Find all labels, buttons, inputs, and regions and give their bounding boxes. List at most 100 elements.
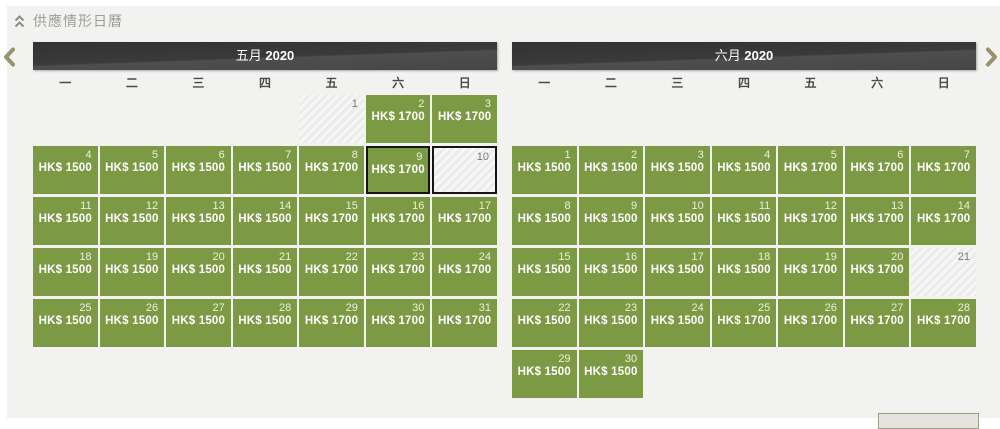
day-cell[interactable]: 20 HK$ 1500 [166, 248, 231, 296]
day-cell[interactable]: 28 HK$ 1500 [232, 299, 298, 347]
day-number: 1 [351, 98, 358, 110]
day-cell[interactable]: 13 HK$ 1500 [166, 197, 231, 245]
day-cell[interactable]: 24 HK$ 1500 [645, 299, 710, 347]
day-cell[interactable]: 26 HK$ 1500 [99, 299, 165, 347]
day-cell[interactable]: 27 HK$ 1700 [844, 299, 910, 347]
day-cell[interactable]: 25 HK$ 1700 [711, 299, 777, 347]
day-cell[interactable]: 24 HK$ 1700 [432, 248, 497, 296]
day-cell[interactable]: 3 HK$ 1700 [432, 95, 497, 143]
day-cell[interactable]: 23 HK$ 1500 [578, 299, 644, 347]
day-cell[interactable]: 23 HK$ 1700 [365, 248, 431, 296]
day-price: HK$ 1500 [584, 366, 638, 378]
day-number: 7 [963, 149, 970, 161]
day-cell[interactable]: 27 HK$ 1500 [166, 299, 231, 347]
day-cell[interactable]: 7 HK$ 1500 [232, 146, 298, 194]
calendar-month-0: 五月 2020 一二三四五六日 1 2 HK$ 1700 3 HK$ 1700 4 HK$ 15… [33, 42, 497, 347]
day-cell[interactable]: 17 HK$ 1700 [432, 197, 497, 245]
day-cell[interactable]: 31 HK$ 1700 [432, 299, 497, 347]
day-cell[interactable]: 29 HK$ 1700 [299, 299, 364, 347]
day-cell[interactable]: 16 HK$ 1500 [578, 248, 644, 296]
day-cell[interactable]: 5 HK$ 1700 [778, 146, 843, 194]
day-price: HK$ 1700 [371, 264, 425, 276]
empty-cell [579, 95, 644, 143]
day-cell[interactable]: 2 HK$ 1700 [365, 95, 431, 143]
day-cell[interactable]: 28 HK$ 1700 [911, 299, 976, 347]
day-cell[interactable]: 9 HK$ 1500 [578, 197, 644, 245]
day-cell[interactable]: 22 HK$ 1700 [299, 248, 364, 296]
day-cell[interactable]: 13 HK$ 1700 [844, 197, 910, 245]
day-cell[interactable]: 4 HK$ 1500 [33, 146, 98, 194]
day-cell[interactable]: 8 HK$ 1500 [512, 197, 577, 245]
day-price: HK$ 1700 [371, 111, 425, 123]
day-cell[interactable]: 12 HK$ 1500 [99, 197, 165, 245]
day-number: 5 [830, 149, 837, 161]
day-price: HK$ 1500 [650, 162, 705, 174]
panel-title: 供應情形日曆 [33, 13, 123, 29]
day-cell[interactable]: 14 HK$ 1700 [911, 197, 976, 245]
weekday-label: 六 [392, 76, 405, 90]
day-number: 2 [631, 149, 638, 161]
day-cell[interactable]: 9 HK$ 1700 [365, 146, 431, 194]
day-cell[interactable]: 5 HK$ 1500 [99, 146, 165, 194]
day-cell[interactable]: 17 HK$ 1500 [645, 248, 710, 296]
weekday-label: 四 [737, 76, 750, 90]
day-cell[interactable]: 30 HK$ 1700 [365, 299, 431, 347]
day-cell[interactable]: 6 HK$ 1700 [844, 146, 910, 194]
day-cell[interactable]: 21 HK$ 1500 [232, 248, 298, 296]
day-cell[interactable]: 11 HK$ 1500 [711, 197, 777, 245]
day-cell[interactable]: 4 HK$ 1500 [711, 146, 777, 194]
day-cell[interactable]: 22 HK$ 1500 [512, 299, 577, 347]
day-cell[interactable]: 18 HK$ 1500 [33, 248, 98, 296]
empty-cell [166, 95, 231, 143]
day-cell[interactable]: 25 HK$ 1500 [33, 299, 98, 347]
day-cell[interactable]: 19 HK$ 1700 [778, 248, 843, 296]
day-cell[interactable]: 15 HK$ 1500 [512, 248, 577, 296]
day-number: 23 [624, 302, 638, 314]
day-number: 14 [957, 200, 970, 212]
day-price: HK$ 1500 [238, 315, 292, 327]
day-price: HK$ 1500 [171, 315, 226, 327]
day-cell: 1 [299, 95, 364, 143]
day-cell[interactable]: 26 HK$ 1700 [778, 299, 843, 347]
day-number: 16 [412, 200, 425, 212]
day-cell[interactable]: 14 HK$ 1500 [232, 197, 298, 245]
day-cell[interactable]: 29 HK$ 1500 [512, 350, 577, 398]
day-number: 3 [484, 98, 491, 110]
weekday-row: 一二三四五六日 [33, 76, 497, 91]
day-price: HK$ 1700 [850, 315, 904, 327]
day-price: HK$ 1500 [517, 213, 571, 225]
partial-element-bottom[interactable] [878, 413, 979, 429]
day-cell[interactable]: 30 HK$ 1500 [578, 350, 644, 398]
day-cell[interactable]: 12 HK$ 1700 [778, 197, 843, 245]
day-price: HK$ 1700 [917, 162, 971, 174]
day-number: 30 [624, 353, 638, 365]
day-cell[interactable]: 8 HK$ 1700 [299, 146, 364, 194]
day-cell[interactable]: 15 HK$ 1700 [299, 197, 364, 245]
collapse-icon[interactable] [14, 15, 25, 28]
month-year: 2020 [265, 48, 295, 63]
day-cell[interactable]: 20 HK$ 1700 [844, 248, 910, 296]
day-cell[interactable]: 11 HK$ 1500 [33, 197, 98, 245]
day-number: 28 [279, 302, 292, 314]
day-cell[interactable]: 18 HK$ 1500 [711, 248, 777, 296]
prev-month-button[interactable] [1, 46, 17, 68]
month-year: 2020 [744, 48, 774, 63]
day-price: HK$ 1500 [171, 213, 226, 225]
day-cell[interactable]: 19 HK$ 1500 [99, 248, 165, 296]
day-number: 22 [345, 251, 358, 263]
day-number: 12 [145, 200, 159, 212]
day-cell[interactable]: 6 HK$ 1500 [166, 146, 231, 194]
next-month-button[interactable] [983, 46, 999, 68]
day-cell[interactable]: 16 HK$ 1700 [365, 197, 431, 245]
day-price: HK$ 1700 [371, 164, 425, 176]
day-cell[interactable]: 2 HK$ 1500 [578, 146, 644, 194]
day-cell[interactable]: 1 HK$ 1500 [512, 146, 577, 194]
day-price: HK$ 1700 [438, 213, 492, 225]
day-cell[interactable]: 10 HK$ 1500 [645, 197, 710, 245]
day-price: HK$ 1500 [105, 162, 159, 174]
day-price: HK$ 1500 [717, 162, 771, 174]
day-number: 8 [564, 200, 571, 212]
day-cell[interactable]: 3 HK$ 1500 [645, 146, 710, 194]
day-cell[interactable]: 7 HK$ 1700 [911, 146, 976, 194]
day-number: 4 [764, 149, 771, 161]
